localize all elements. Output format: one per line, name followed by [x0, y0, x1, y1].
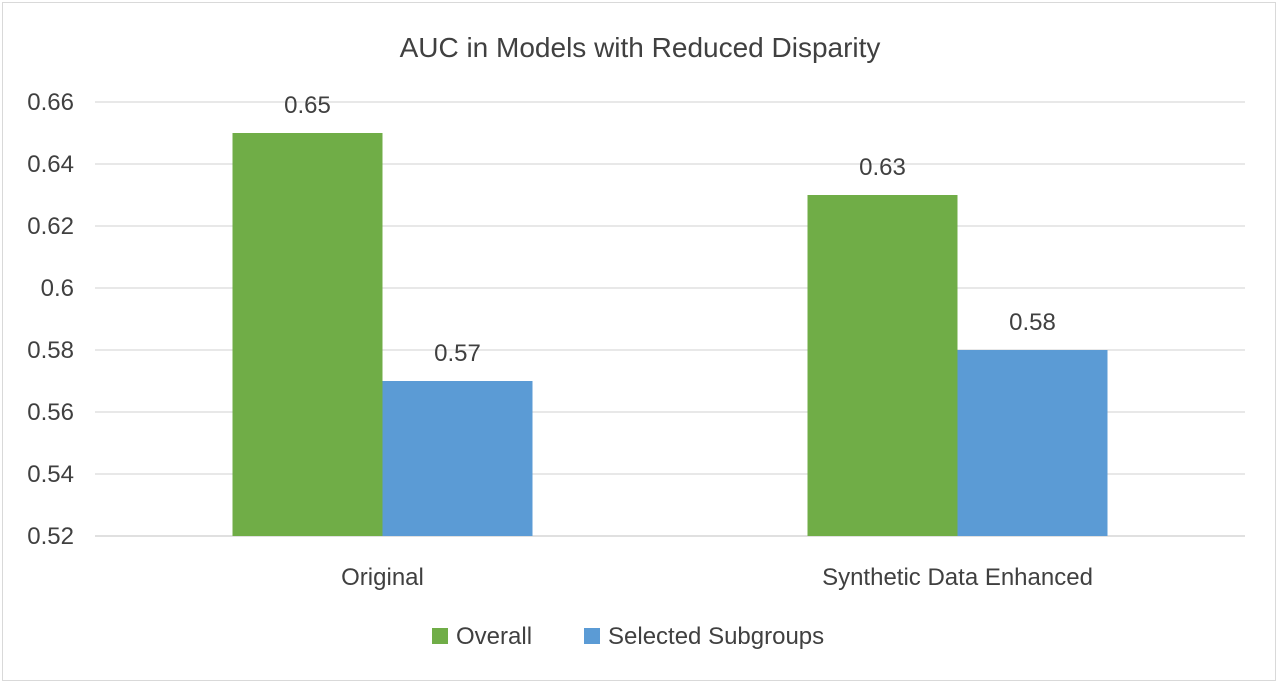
data-label: 0.58 — [1009, 309, 1056, 336]
bar-selected-subgroups — [957, 350, 1108, 536]
x-category-label: Synthetic Data Enhanced — [822, 564, 1093, 591]
x-axis-categories: Original Synthetic Data Enhanced — [341, 564, 1093, 591]
legend-swatch — [432, 628, 448, 644]
y-tick-label: 0.54 — [27, 461, 74, 488]
bar-overall — [807, 195, 958, 536]
bar-selected-subgroups — [382, 381, 533, 536]
data-label: 0.63 — [859, 154, 906, 181]
y-tick-label: 0.6 — [41, 275, 74, 302]
x-category-label: Original — [341, 564, 424, 591]
y-tick-label: 0.62 — [27, 213, 74, 240]
y-tick-label: 0.64 — [27, 151, 74, 178]
chart-title: AUC in Models with Reduced Disparity — [400, 32, 881, 63]
y-tick-label: 0.58 — [27, 337, 74, 364]
bar-overall — [232, 133, 383, 536]
legend-label: Overall — [456, 623, 532, 650]
data-label: 0.57 — [434, 340, 481, 367]
y-tick-label: 0.52 — [27, 523, 74, 550]
legend-swatch — [584, 628, 600, 644]
data-label: 0.65 — [284, 92, 331, 119]
bars — [232, 133, 1108, 536]
y-axis-ticks: 0.52 0.54 0.56 0.58 0.6 0.62 0.64 0.66 — [27, 89, 74, 550]
y-tick-label: 0.56 — [27, 399, 74, 426]
legend: Overall Selected Subgroups — [432, 623, 824, 650]
data-labels: 0.65 0.57 0.63 0.58 — [284, 92, 1056, 367]
y-tick-label: 0.66 — [27, 89, 74, 116]
legend-label: Selected Subgroups — [608, 623, 824, 650]
